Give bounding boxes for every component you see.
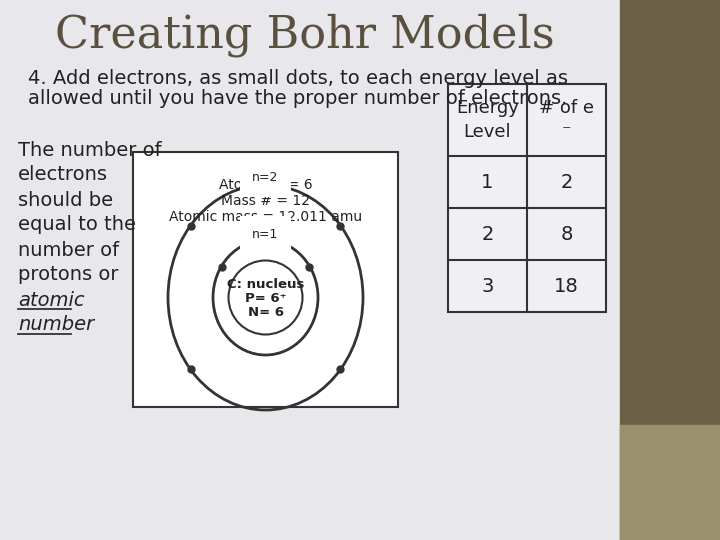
Text: Energy
Level: Energy Level [456,99,519,141]
Text: C: nucleus: C: nucleus [227,278,304,291]
Text: Atomic mass = 12.011 amu: Atomic mass = 12.011 amu [169,210,362,224]
Text: protons or: protons or [18,266,119,285]
Text: 8: 8 [560,225,572,244]
Bar [133,152,398,407]
Text: # of e
⁻: # of e ⁻ [539,99,594,141]
Text: 4. Add electrons, as small dots, to each energy level as: 4. Add electrons, as small dots, to each… [28,69,568,87]
Bar [620,425,720,540]
Text: N= 6: N= 6 [248,306,284,319]
Text: number of: number of [18,240,119,260]
Text: number: number [18,315,94,334]
Text: Creating Bohr Models: Creating Bohr Models [55,13,555,57]
Bar [620,0,720,540]
Bar [448,84,606,312]
Text: 1: 1 [481,172,494,192]
Text: n=1: n=1 [252,228,279,241]
Text: allowed until you have the proper number of electrons.: allowed until you have the proper number… [28,89,567,107]
Text: 3: 3 [481,276,494,295]
Text: should be: should be [18,191,113,210]
Text: Carbon: Carbon [240,162,291,176]
Text: atomic: atomic [18,291,85,309]
Text: Atomic # = 6: Atomic # = 6 [219,178,312,192]
Text: 2: 2 [481,225,494,244]
Text: equal to the: equal to the [18,215,136,234]
Text: 2: 2 [560,172,572,192]
Text: P= 6⁺: P= 6⁺ [245,292,287,305]
Text: The number of: The number of [18,140,161,159]
Text: electrons: electrons [18,165,108,185]
Text: 18: 18 [554,276,579,295]
Text: n=2: n=2 [252,171,279,184]
Circle shape [228,260,302,334]
Text: Mass # = 12: Mass # = 12 [221,194,310,208]
